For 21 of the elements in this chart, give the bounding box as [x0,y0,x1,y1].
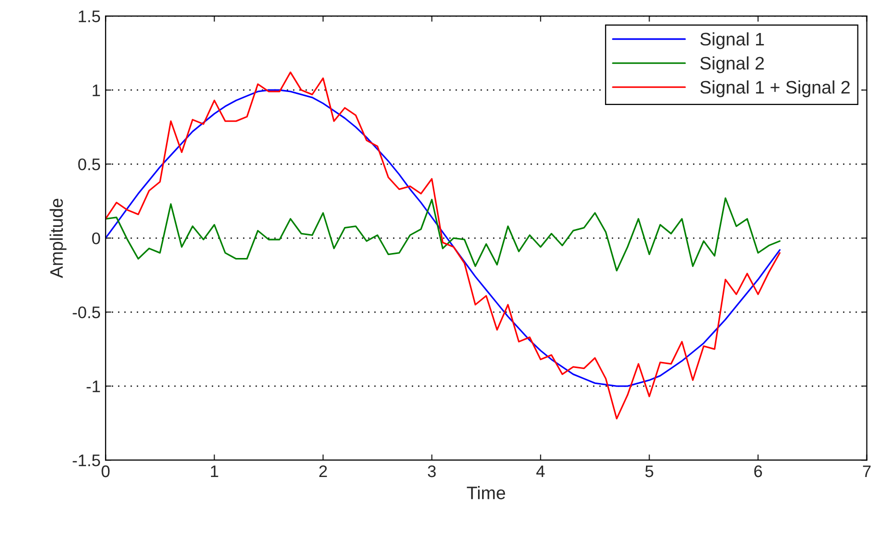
x-tick-label: 5 [645,466,654,478]
y-tick-label: -0.5 [72,306,100,318]
x-tick-label: 7 [863,466,871,478]
x-tick-label: 2 [319,465,327,478]
x-tick-label: 4 [536,466,545,478]
legend-label: Signal 2 [700,56,764,74]
x-tick-label: 3 [428,465,436,478]
x-tick-label: 1 [210,466,218,478]
x-tick-label: 0 [102,465,110,478]
line-series [106,197,781,272]
y-tick-label: -1.5 [72,454,100,466]
y-tick-label: 1 [92,84,100,96]
y-tick-label: 0 [92,232,100,244]
y-tick-label: -1 [86,380,100,392]
legend-label: Signal 1 [700,32,764,50]
y-axis-title: Amplitude [50,198,66,278]
x-tick-label: 6 [754,465,762,478]
y-tick-label: 0.5 [78,158,100,170]
legend-label: Signal 1 + Signal 2 [700,80,850,98]
x-axis-title: Time [466,486,506,500]
y-tick-label: 1.5 [78,10,100,22]
